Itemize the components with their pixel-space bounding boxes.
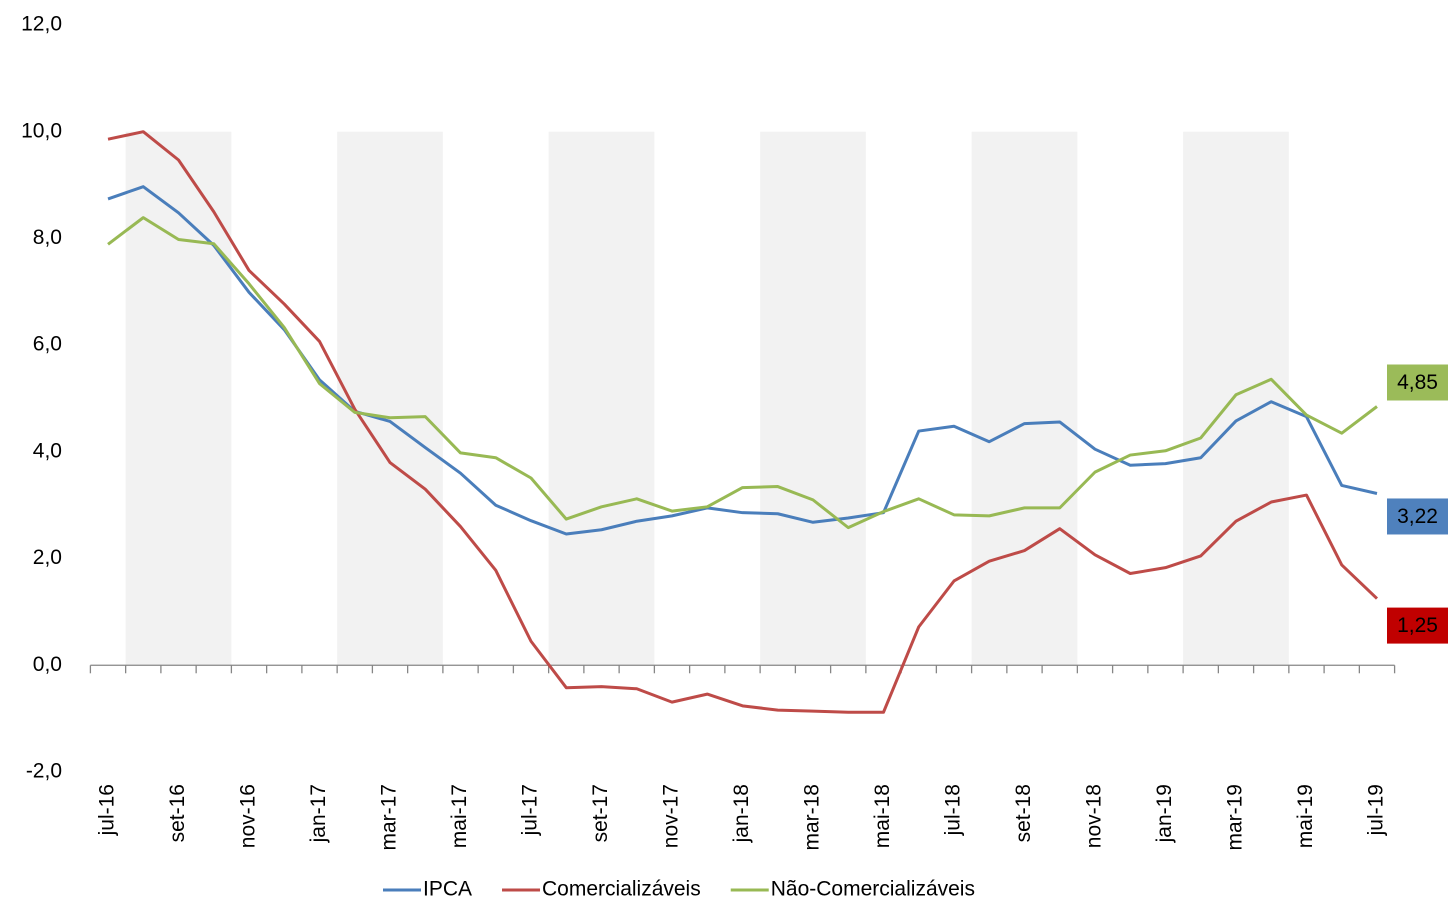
- legend-label: Não-Comercializáveis: [771, 878, 975, 901]
- x-tick-label: jan-18: [730, 784, 753, 843]
- series-line: [107, 185, 1378, 536]
- x-tick-label: nov-18: [1083, 784, 1106, 848]
- x-tick-label: mai-19: [1294, 784, 1317, 848]
- shade-band: [548, 131, 655, 666]
- y-tick-label: 12,0: [21, 13, 62, 36]
- shade-band: [337, 131, 443, 666]
- x-tick-label: mar-18: [801, 784, 824, 851]
- shade-band: [760, 131, 866, 666]
- x-tick-label: mar-19: [1224, 784, 1247, 851]
- y-tick-label: 4,0: [33, 439, 62, 462]
- y-tick-label: 8,0: [33, 226, 62, 249]
- x-tick-label: jul-16: [96, 784, 119, 836]
- x-tick-label: jul-18: [942, 784, 965, 836]
- x-tick-label: nov-17: [660, 784, 683, 848]
- series-line: [107, 216, 1378, 530]
- value-label: 1,25: [1397, 614, 1438, 637]
- series-line: [107, 130, 1379, 714]
- value-label-box: [1387, 498, 1448, 535]
- x-tick-label: mai-17: [448, 784, 471, 848]
- y-tick-label: 6,0: [33, 333, 62, 356]
- value-label-box: [1387, 607, 1448, 644]
- legend-label: Comercializáveis: [542, 878, 701, 901]
- y-tick-label: 0,0: [33, 653, 62, 676]
- value-label-box: [1387, 364, 1448, 401]
- x-tick-label: jul-19: [1365, 784, 1388, 836]
- x-tick-label: mai-18: [871, 784, 894, 848]
- y-tick-label: -2,0: [26, 760, 62, 783]
- y-tick-label: 10,0: [21, 119, 62, 142]
- shade-band: [971, 131, 1078, 666]
- x-tick-label: set-18: [1012, 784, 1035, 842]
- x-tick-label: mar-17: [378, 784, 401, 851]
- shade-band: [125, 131, 232, 666]
- x-tick-label: jul-17: [519, 784, 542, 836]
- value-label: 4,85: [1397, 371, 1438, 394]
- x-tick-label: set-16: [166, 784, 189, 842]
- value-label: 3,22: [1397, 505, 1438, 528]
- x-tick-label: nov-16: [237, 784, 260, 848]
- shade-band: [1183, 131, 1289, 666]
- x-tick-label: jan-19: [1153, 784, 1176, 843]
- x-tick-label: jan-17: [307, 784, 330, 843]
- legend-label: IPCA: [423, 878, 472, 901]
- y-tick-label: 2,0: [33, 546, 62, 569]
- x-tick-label: set-17: [589, 784, 612, 842]
